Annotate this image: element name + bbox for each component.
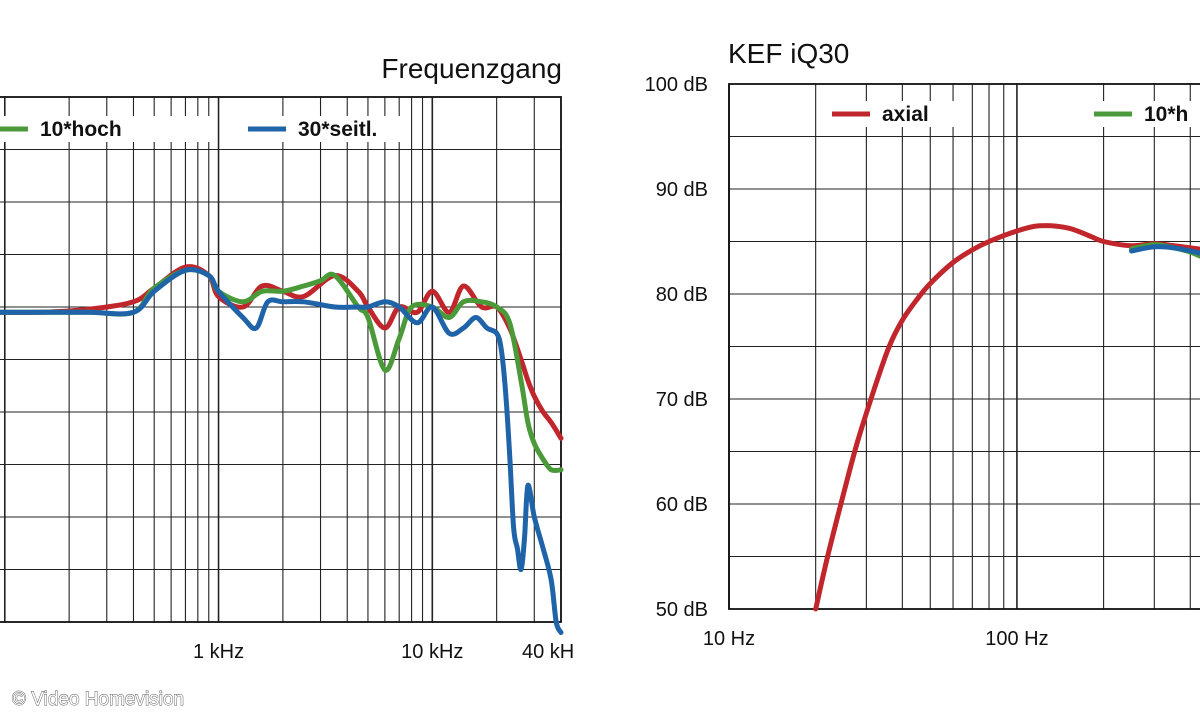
plot-frame xyxy=(0,96,562,623)
legend-background xyxy=(0,116,215,142)
series-layer xyxy=(0,264,564,635)
grid xyxy=(0,96,562,623)
chart-kef-iq30: axial 10*h 100 dB 90 dB 80 dB 70 dB 60 dB 50 d… xyxy=(645,38,1200,650)
x-tick-label: 1 kHz xyxy=(193,641,244,663)
legend-label: 10*hoch xyxy=(40,118,122,141)
series-line-axial xyxy=(0,264,564,441)
y-tick-label: 90 dB xyxy=(656,179,708,201)
x-tick-label: 100 Hz xyxy=(985,628,1048,650)
x-tick-label: 10 kHz xyxy=(401,641,463,663)
chart-title: Frequenzgang xyxy=(381,53,562,84)
y-tick-label: 50 dB xyxy=(656,599,708,621)
legend-label: axial xyxy=(882,103,929,126)
x-tick-labels: 10 Hz 100 Hz xyxy=(703,628,1049,650)
y-tick-label: 70 dB xyxy=(656,389,708,411)
series-line-30-seitl xyxy=(0,266,564,635)
x-tick-label: 40 kH xyxy=(522,641,574,663)
y-tick-label: 80 dB xyxy=(656,284,708,306)
legend-label: 30*seitl. xyxy=(298,118,377,141)
legend: axial 10*h xyxy=(832,103,1188,126)
credit-watermark: © Video Homevision xyxy=(12,689,184,710)
legend-label: 10*h xyxy=(1144,103,1188,126)
x-tick-labels: 1 kHz 10 kHz 40 kH xyxy=(193,641,574,663)
plot-frame xyxy=(728,83,1200,610)
chart-title: KEF iQ30 xyxy=(728,38,849,69)
series-layer xyxy=(813,223,1200,612)
y-tick-label: 60 dB xyxy=(656,494,708,516)
legend: 10*hoch 30*seitl. xyxy=(0,118,377,141)
chart-frequenzgang: 10*hoch 30*seitl. 1 kHz 10 kHz 40 kH Freque… xyxy=(0,53,574,663)
y-tick-label: 100 dB xyxy=(645,74,708,96)
x-tick-label: 10 Hz xyxy=(703,628,755,650)
y-tick-labels: 100 dB 90 dB 80 dB 70 dB 60 dB 50 dB xyxy=(645,74,708,621)
series-line-unnamed xyxy=(1129,244,1200,256)
